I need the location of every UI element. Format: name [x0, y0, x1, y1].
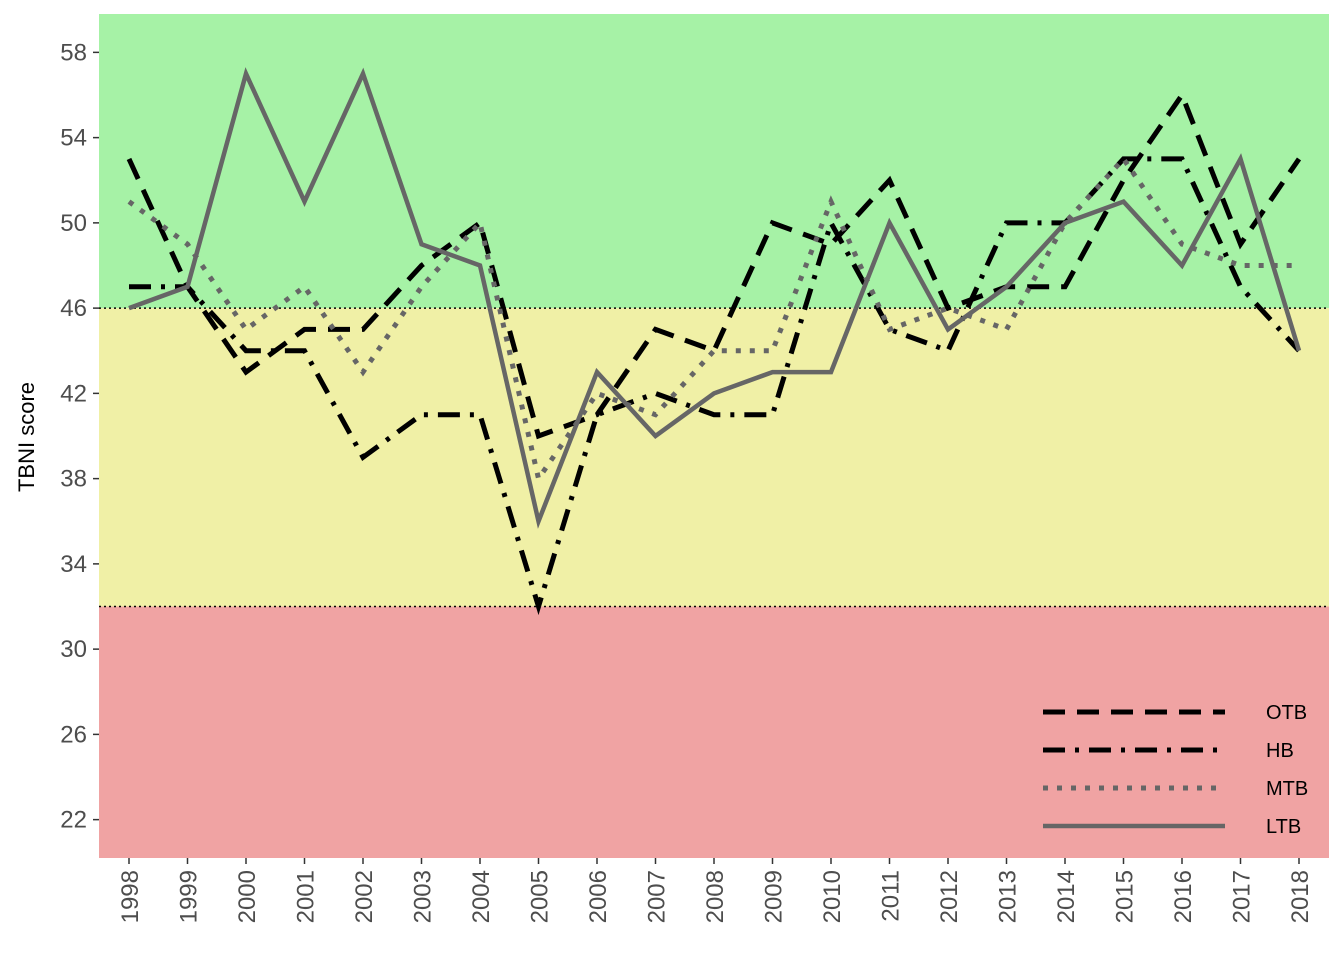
series-line-otb [126, 89, 1302, 440]
x-tick-label: 2007 [644, 870, 671, 923]
series-line-ltb [128, 67, 1302, 529]
x-tick-label: 2010 [819, 870, 846, 923]
legend-label-otb: OTB [1266, 702, 1307, 724]
series-lines [126, 67, 1302, 616]
x-tick-label: 2012 [936, 870, 963, 923]
band-2 [99, 606, 1329, 858]
y-tick-label: 42 [60, 380, 87, 407]
x-tick-label: 2006 [585, 870, 612, 923]
y-tick-label: 54 [60, 125, 87, 152]
y-tick-label: 38 [60, 466, 87, 493]
x-tick-label: 2018 [1287, 870, 1314, 923]
legend-label-mtb: MTB [1266, 778, 1308, 800]
series-line-mtb [127, 154, 1299, 485]
y-axis: 22 26 30 34 38 42 46 50 54 58 [60, 39, 99, 834]
x-tick-label: 2005 [527, 870, 554, 923]
y-tick-label: 30 [60, 636, 87, 663]
x-tick-label: 2003 [410, 870, 437, 923]
x-tick-label: 2009 [761, 870, 788, 923]
y-tick-label: 46 [60, 295, 87, 322]
x-tick-label: 2015 [1112, 870, 1139, 923]
y-tick-label: 50 [60, 210, 87, 237]
x-tick-label: 2011 [878, 870, 905, 922]
y-tick-label: 34 [60, 551, 87, 578]
y-tick-label: 58 [60, 39, 87, 66]
x-axis: 1998 1999 2000 2001 2002 2003 2004 2005 2006 2007… [117, 858, 1314, 923]
x-tick-label: 1999 [176, 870, 203, 923]
x-tick-label: 2001 [293, 870, 320, 923]
series-line-hb [129, 156, 1301, 616]
y-tick-label: 22 [60, 807, 87, 834]
x-tick-label: 2002 [351, 870, 378, 923]
x-tick-label: 2017 [1229, 870, 1256, 923]
threshold-lines [99, 307, 1329, 608]
x-tick-label: 2014 [1053, 870, 1080, 923]
legend-label-ltb: LTB [1266, 816, 1301, 838]
x-tick-label: 2013 [995, 870, 1022, 923]
x-tick-label: 2016 [1170, 870, 1197, 923]
y-axis-title: TBNI score [14, 382, 39, 492]
x-tick-label: 2008 [702, 870, 729, 923]
legend-label-hb: HB [1266, 740, 1294, 762]
x-tick-label: 1998 [117, 870, 144, 923]
x-tick-label: 2000 [234, 870, 261, 923]
band-1 [99, 308, 1329, 607]
x-tick-label: 2004 [468, 870, 495, 923]
y-tick-label: 26 [60, 721, 87, 748]
legend: OTB HB MTB LTB [1043, 702, 1308, 838]
score-bands [99, 14, 1329, 858]
